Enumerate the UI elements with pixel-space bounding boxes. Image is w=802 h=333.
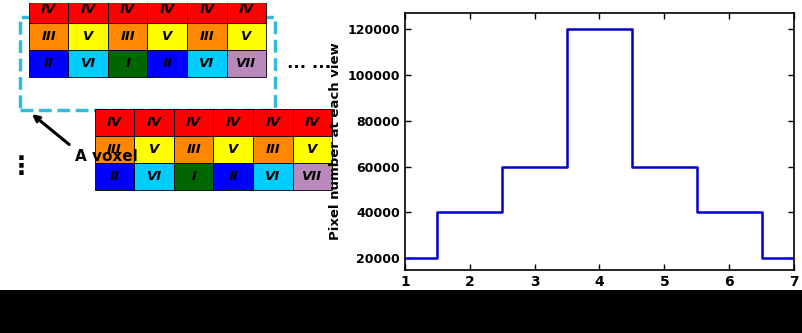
Bar xyxy=(227,0,266,23)
Bar xyxy=(213,137,253,163)
Text: ⋮: ⋮ xyxy=(9,156,34,179)
Text: III: III xyxy=(120,30,135,43)
Text: V: V xyxy=(162,30,172,43)
Bar xyxy=(134,137,174,163)
Text: VI: VI xyxy=(199,57,214,70)
Bar xyxy=(227,23,266,50)
Text: V: V xyxy=(228,143,238,156)
Text: III: III xyxy=(107,143,122,156)
Text: V: V xyxy=(83,30,93,43)
Bar xyxy=(174,163,213,190)
Text: VI: VI xyxy=(265,170,281,183)
Text: ... ...: ... ... xyxy=(287,55,331,73)
Text: V: V xyxy=(241,30,252,43)
Text: IV: IV xyxy=(120,3,136,16)
Text: IV: IV xyxy=(107,117,122,130)
Text: VII: VII xyxy=(237,57,257,70)
Bar xyxy=(174,137,213,163)
Text: IV: IV xyxy=(225,117,241,130)
Text: IV: IV xyxy=(186,117,201,130)
Text: V: V xyxy=(149,143,160,156)
Bar xyxy=(68,50,108,77)
Text: A voxel: A voxel xyxy=(75,149,138,164)
Bar xyxy=(134,163,174,190)
Bar xyxy=(187,23,227,50)
Text: II: II xyxy=(162,57,172,70)
Text: I: I xyxy=(191,170,196,183)
Text: IV: IV xyxy=(199,3,214,16)
Bar xyxy=(68,0,108,23)
Text: VI: VI xyxy=(80,57,95,70)
Text: III: III xyxy=(200,30,214,43)
Bar xyxy=(187,0,227,23)
Text: IV: IV xyxy=(80,3,95,16)
Text: II: II xyxy=(43,57,54,70)
Bar xyxy=(108,50,148,77)
Bar xyxy=(253,110,293,137)
Bar xyxy=(293,110,332,137)
Text: IV: IV xyxy=(147,117,162,130)
Y-axis label: Pixel number at each view: Pixel number at each view xyxy=(329,43,342,240)
Bar xyxy=(213,110,253,137)
Bar xyxy=(174,110,213,137)
Text: III: III xyxy=(186,143,201,156)
Bar xyxy=(95,110,134,137)
Bar xyxy=(293,137,332,163)
Text: I: I xyxy=(125,57,130,70)
Text: IV: IV xyxy=(265,117,281,130)
X-axis label: View: View xyxy=(577,294,622,312)
Text: V: V xyxy=(307,143,318,156)
Bar xyxy=(148,23,187,50)
Bar xyxy=(21,17,274,110)
Text: II: II xyxy=(229,170,238,183)
Bar xyxy=(29,0,68,23)
Text: III: III xyxy=(265,143,280,156)
Bar xyxy=(29,50,68,77)
Text: IV: IV xyxy=(239,3,254,16)
Bar xyxy=(108,23,148,50)
Bar xyxy=(253,137,293,163)
Bar xyxy=(29,23,68,50)
Bar xyxy=(187,50,227,77)
Bar xyxy=(213,163,253,190)
Bar xyxy=(148,50,187,77)
Text: II: II xyxy=(110,170,119,183)
Text: IV: IV xyxy=(41,3,56,16)
Bar xyxy=(293,163,332,190)
Bar xyxy=(253,163,293,190)
Text: III: III xyxy=(41,30,56,43)
Bar xyxy=(227,50,266,77)
Text: VI: VI xyxy=(147,170,162,183)
Text: VII: VII xyxy=(302,170,322,183)
Bar xyxy=(95,137,134,163)
Text: IV: IV xyxy=(305,117,320,130)
Bar xyxy=(148,0,187,23)
Bar xyxy=(108,0,148,23)
Text: IV: IV xyxy=(160,3,175,16)
Bar xyxy=(134,110,174,137)
Bar xyxy=(68,23,108,50)
Bar xyxy=(95,163,134,190)
